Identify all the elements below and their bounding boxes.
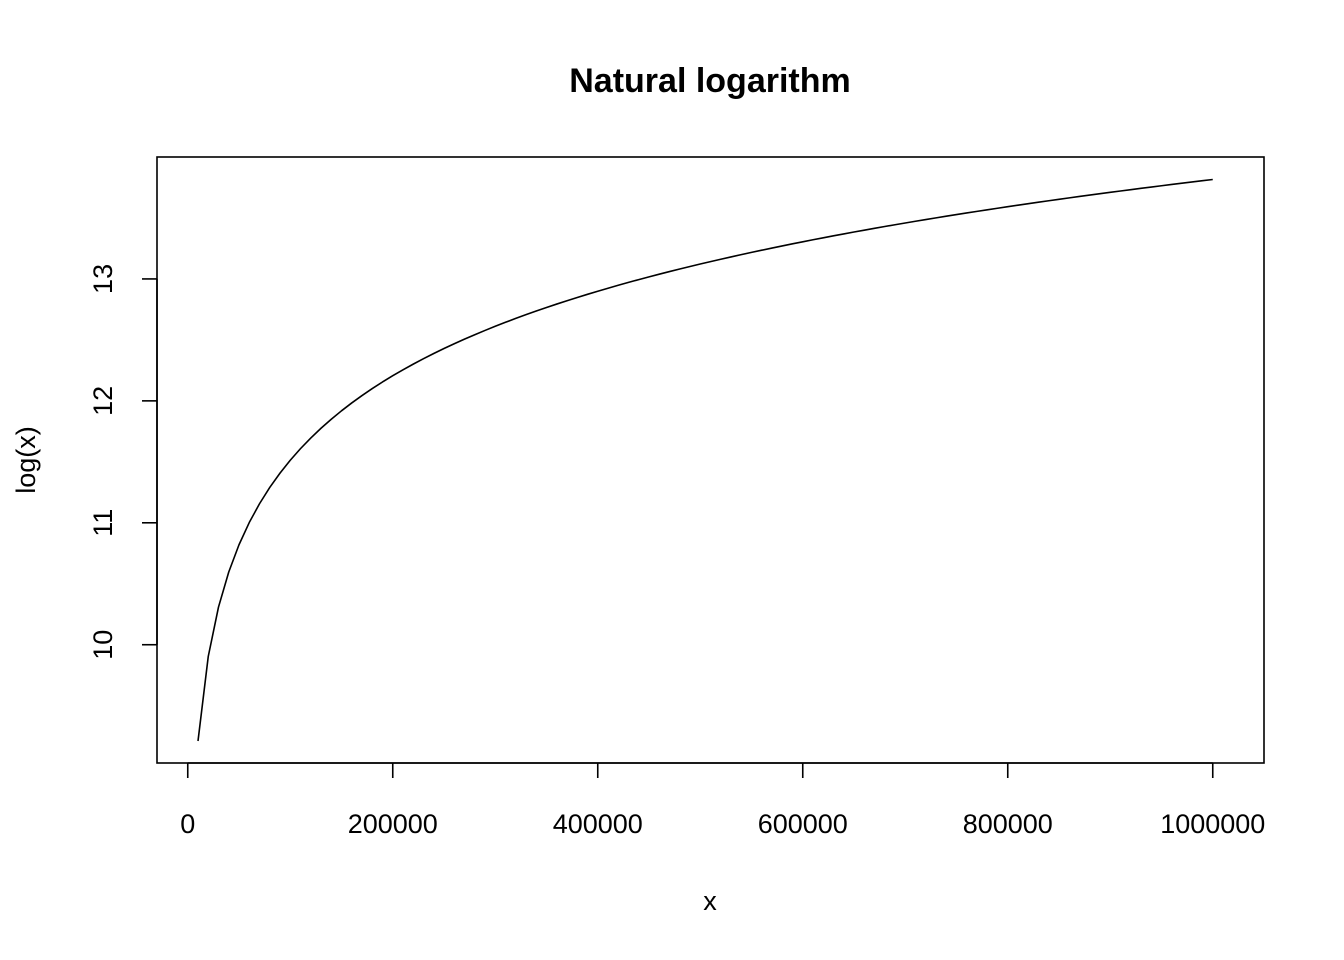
plot-frame	[156, 156, 1265, 764]
x-tick-label: 1000000	[1160, 809, 1265, 839]
x-tick-label: 200000	[348, 809, 438, 839]
log-curve-line	[197, 178, 1213, 742]
x-tick-label: 0	[180, 809, 195, 839]
y-axis: 10 11 12 13	[88, 264, 158, 660]
y-axis-title: log(x)	[11, 426, 41, 494]
x-axis-title: x	[703, 886, 717, 916]
y-tick-label: 10	[88, 630, 118, 660]
x-tick-label: 400000	[553, 809, 643, 839]
x-tick-label: 600000	[758, 809, 848, 839]
y-tick-label: 12	[88, 386, 118, 416]
x-tick-label: 800000	[963, 809, 1053, 839]
y-tick-label: 11	[88, 509, 118, 537]
x-axis: 0 200000 400000 600000 800000 1000000	[180, 762, 1265, 839]
y-tick-label: 13	[88, 264, 118, 294]
chart-title: Natural logarithm	[569, 62, 850, 100]
